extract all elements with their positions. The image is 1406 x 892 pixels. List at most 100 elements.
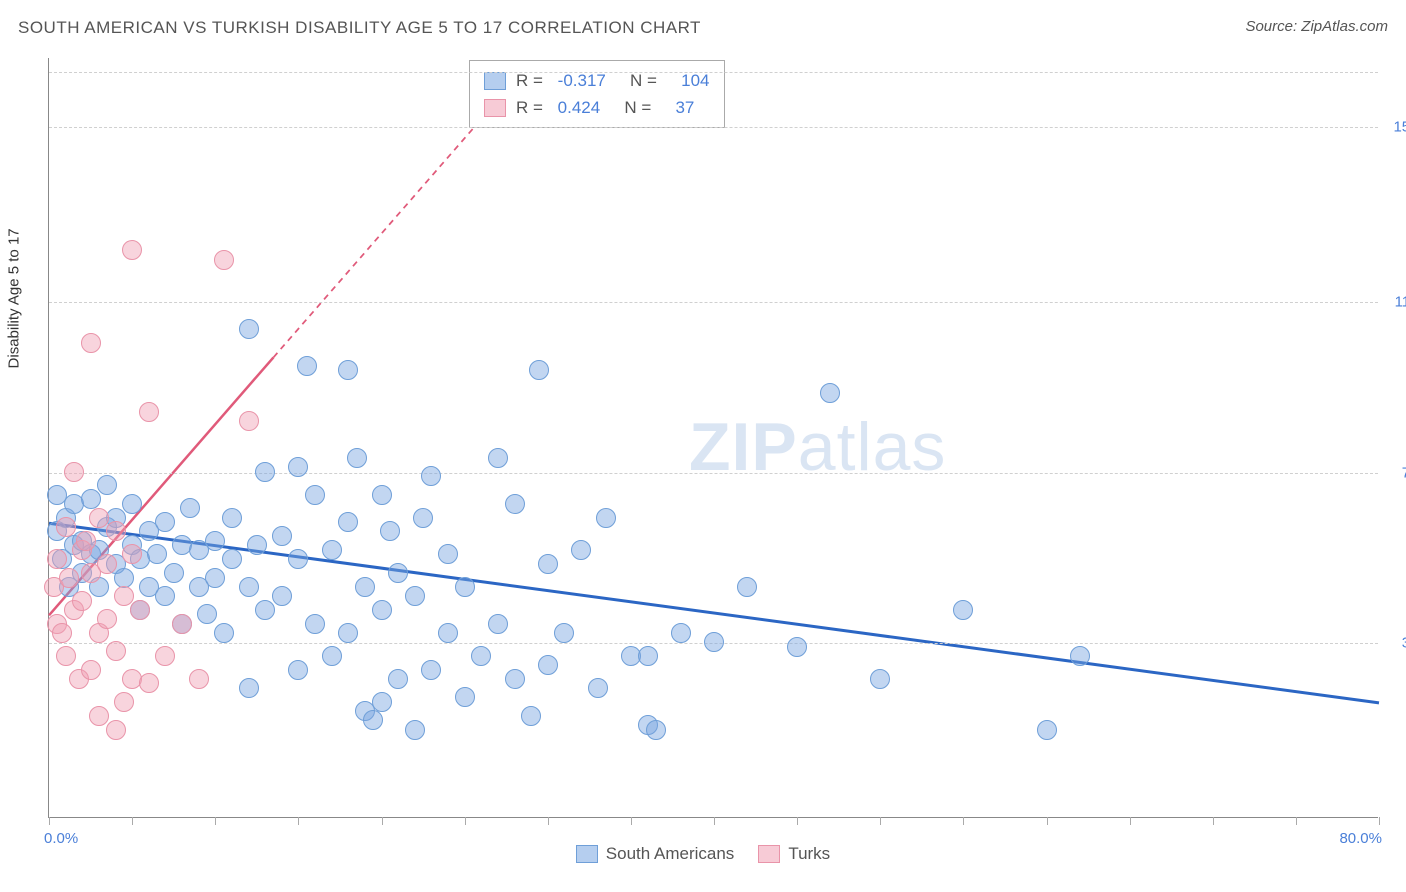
scatter-point: [205, 568, 225, 588]
bottom-legend: South Americans Turks: [0, 844, 1406, 868]
scatter-point: [272, 526, 292, 546]
scatter-point: [172, 614, 192, 634]
scatter-point: [56, 517, 76, 537]
scatter-point: [305, 614, 325, 634]
scatter-point: [505, 669, 525, 689]
scatter-point: [488, 614, 508, 634]
scatter-point: [737, 577, 757, 597]
scatter-point: [388, 563, 408, 583]
scatter-point: [114, 568, 134, 588]
gridline: [49, 72, 1378, 73]
x-tick: [1130, 817, 1131, 825]
scatter-point: [554, 623, 574, 643]
scatter-point: [214, 250, 234, 270]
legend-swatch: [484, 99, 506, 117]
gridline: [49, 473, 1378, 474]
scatter-point: [197, 604, 217, 624]
scatter-point: [297, 356, 317, 376]
scatter-point: [363, 710, 383, 730]
x-tick: [49, 817, 50, 825]
trend-lines: [49, 58, 1378, 817]
scatter-point: [122, 544, 142, 564]
plot-area: ZIPatlas R = -0.317 N = 104R = 0.424 N =…: [48, 58, 1378, 818]
scatter-point: [455, 687, 475, 707]
scatter-point: [1037, 720, 1057, 740]
x-tick: [714, 817, 715, 825]
x-tick: [1296, 817, 1297, 825]
x-tick: [1213, 817, 1214, 825]
scatter-point: [97, 609, 117, 629]
scatter-point: [139, 673, 159, 693]
scatter-point: [130, 600, 150, 620]
x-tick: [963, 817, 964, 825]
scatter-point: [189, 669, 209, 689]
gridline: [49, 127, 1378, 128]
chart-title: SOUTH AMERICAN VS TURKISH DISABILITY AGE…: [18, 18, 701, 37]
watermark: ZIPatlas: [689, 408, 946, 486]
scatter-point: [405, 720, 425, 740]
x-tick: [797, 817, 798, 825]
scatter-point: [405, 586, 425, 606]
scatter-point: [122, 240, 142, 260]
scatter-point: [488, 448, 508, 468]
scatter-point: [372, 600, 392, 620]
stat-n-value: 37: [666, 94, 694, 121]
scatter-point: [64, 462, 84, 482]
scatter-point: [338, 512, 358, 532]
scatter-point: [380, 521, 400, 541]
scatter-point: [372, 485, 392, 505]
scatter-point: [953, 600, 973, 620]
scatter-point: [222, 508, 242, 528]
scatter-point: [180, 498, 200, 518]
y-axis-title: Disability Age 5 to 17: [6, 228, 23, 368]
scatter-point: [52, 623, 72, 643]
y-tick-label: 7.5%: [1402, 464, 1406, 481]
scatter-point: [114, 692, 134, 712]
scatter-point: [529, 360, 549, 380]
stats-legend-box: R = -0.317 N = 104R = 0.424 N = 37: [469, 60, 725, 128]
stat-n-label: N =: [610, 94, 656, 121]
scatter-point: [338, 623, 358, 643]
x-tick: [880, 817, 881, 825]
scatter-point: [147, 544, 167, 564]
scatter-point: [322, 646, 342, 666]
scatter-point: [272, 586, 292, 606]
stats-row: R = 0.424 N = 37: [484, 94, 710, 121]
scatter-point: [521, 706, 541, 726]
scatter-point: [505, 494, 525, 514]
scatter-point: [438, 544, 458, 564]
x-tick: [298, 817, 299, 825]
scatter-point: [288, 549, 308, 569]
legend-swatch: [576, 845, 598, 863]
scatter-point: [255, 462, 275, 482]
scatter-point: [155, 646, 175, 666]
scatter-point: [638, 646, 658, 666]
scatter-point: [596, 508, 616, 528]
stat-r-value: 0.424: [558, 94, 601, 121]
legend-label: South Americans: [606, 844, 735, 864]
x-tick: [465, 817, 466, 825]
chart-header: SOUTH AMERICAN VS TURKISH DISABILITY AGE…: [18, 18, 1388, 48]
scatter-point: [671, 623, 691, 643]
scatter-point: [239, 678, 259, 698]
scatter-point: [471, 646, 491, 666]
scatter-point: [106, 641, 126, 661]
scatter-point: [438, 623, 458, 643]
y-tick-label: 3.8%: [1402, 634, 1406, 651]
scatter-point: [164, 563, 184, 583]
scatter-point: [81, 660, 101, 680]
scatter-point: [421, 660, 441, 680]
x-tick: [215, 817, 216, 825]
y-tick-label: 11.2%: [1395, 294, 1406, 311]
scatter-point: [538, 554, 558, 574]
scatter-point: [106, 720, 126, 740]
scatter-point: [305, 485, 325, 505]
scatter-point: [155, 586, 175, 606]
scatter-point: [538, 655, 558, 675]
scatter-point: [222, 549, 242, 569]
scatter-point: [239, 577, 259, 597]
legend-item: Turks: [758, 844, 830, 864]
scatter-point: [76, 531, 96, 551]
scatter-point: [571, 540, 591, 560]
scatter-point: [56, 646, 76, 666]
